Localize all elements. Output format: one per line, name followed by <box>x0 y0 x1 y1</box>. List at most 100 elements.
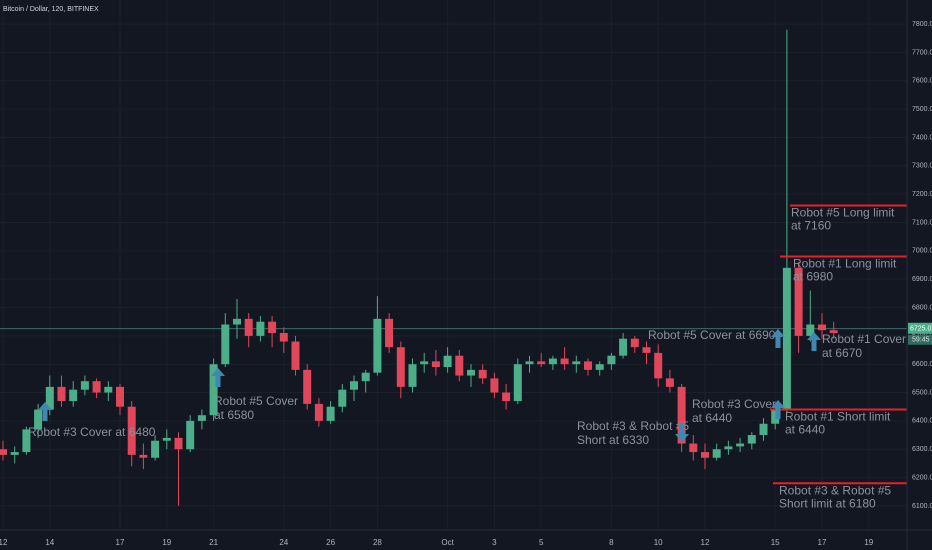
candle-body <box>408 364 417 387</box>
candle-body <box>467 369 475 376</box>
x-tick-label: 14 <box>45 538 54 547</box>
y-tick-label: 6400.0 <box>912 418 932 425</box>
x-tick-label: 24 <box>279 538 288 547</box>
x-tick-label: 17 <box>116 538 125 547</box>
candle-body <box>268 321 277 334</box>
y-tick-label: 6600.0 <box>912 361 932 368</box>
candle-body <box>396 347 405 387</box>
level-label: Robot #1 Short limit <box>785 410 891 424</box>
candle-body <box>689 443 698 453</box>
countdown-tag <box>908 334 932 345</box>
candle-body <box>525 361 534 365</box>
chart-title: Bitcoin / Dollar, 120, BITFINEX <box>3 6 99 13</box>
candle-body <box>291 341 300 370</box>
annotation-label: at 6670 <box>822 346 862 360</box>
candle-body <box>256 321 265 336</box>
x-tick-label: 26 <box>326 538 335 547</box>
candle-body <box>80 381 89 390</box>
candle-body <box>560 358 569 365</box>
candle-body <box>818 324 826 331</box>
level-label: at 6440 <box>785 423 825 437</box>
candle-body <box>57 386 66 402</box>
annotation-arrow <box>211 368 225 387</box>
candle-body <box>116 386 124 407</box>
annotation-arrow <box>807 332 821 351</box>
candle-body <box>174 437 183 450</box>
y-tick-label: 7100.0 <box>912 219 932 226</box>
candle-body <box>607 355 616 365</box>
candle-body <box>22 429 31 453</box>
annotation-label: Short at 6330 <box>577 433 649 447</box>
level-label: Robot #1 Long limit <box>793 257 897 271</box>
candle-body <box>677 386 686 444</box>
candle-body <box>373 318 382 373</box>
candle-body <box>502 392 511 402</box>
level-label: at 7160 <box>791 219 831 233</box>
x-tick-label: 21 <box>209 538 218 547</box>
x-tick-label: 15 <box>771 538 780 547</box>
candle-body <box>630 338 639 348</box>
candle-body <box>92 381 101 393</box>
level-label: Robot #5 Long limit <box>791 206 895 220</box>
annotation-label: Robot #3 Cover at 6480 <box>28 425 156 439</box>
axes: 6100.06200.06300.06400.06500.06600.06700… <box>0 21 932 547</box>
candle-body <box>619 338 628 356</box>
x-tick-label: 8 <box>609 538 614 547</box>
y-tick-label: 7500.0 <box>912 106 932 113</box>
x-tick-label: 17 <box>818 538 827 547</box>
candle-body <box>759 423 768 436</box>
annotation-label: at 6580 <box>214 408 254 422</box>
candle-body <box>186 420 195 450</box>
candle-body <box>350 381 358 390</box>
annotation-label: Robot #3 & Robot #5 <box>577 419 689 433</box>
candle-body <box>127 406 136 455</box>
candle-body <box>572 361 581 365</box>
candle-body <box>736 443 745 447</box>
candle-body <box>642 347 651 353</box>
x-tick-label: 10 <box>654 538 663 547</box>
y-tick-label: 7300.0 <box>912 163 932 170</box>
annotation-label: Robot #5 Cover at 6690 <box>648 328 776 342</box>
candle-body <box>595 364 604 370</box>
annotation-arrow <box>771 329 785 348</box>
candle-body <box>314 403 323 421</box>
x-tick-label: 3 <box>492 538 497 547</box>
candle-body <box>303 369 312 404</box>
candle-body <box>794 267 803 336</box>
candle-body <box>233 318 241 325</box>
candle-body <box>747 435 756 444</box>
candle-body <box>513 364 522 402</box>
level-label: at 6980 <box>793 270 833 284</box>
candle-body <box>139 454 148 458</box>
annotation-label: at 6440 <box>692 411 732 425</box>
candle-body <box>221 324 230 365</box>
annotation-arrow <box>771 400 785 419</box>
y-tick-label: 6200.0 <box>912 474 932 481</box>
plot-area <box>0 29 907 506</box>
y-tick-label: 7700.0 <box>912 49 932 56</box>
candle-body <box>431 361 440 368</box>
candle-body <box>724 446 733 450</box>
annotation-arrow <box>38 402 52 421</box>
x-tick-label: 12 <box>0 538 8 547</box>
candle-body <box>443 355 452 368</box>
x-tick-label: 28 <box>373 538 382 547</box>
candle-body <box>455 355 464 376</box>
y-tick-label: 6500.0 <box>912 389 932 396</box>
candle-body <box>104 386 113 393</box>
candle-body <box>279 333 288 342</box>
y-tick-label: 7600.0 <box>912 78 932 85</box>
candle-body <box>548 358 557 365</box>
x-tick-label: 19 <box>864 538 873 547</box>
candle-body <box>244 318 253 336</box>
y-tick-label: 7400.0 <box>912 134 932 141</box>
candle-body <box>665 378 674 387</box>
candle-body <box>490 378 499 393</box>
x-tick-label: 12 <box>701 538 710 547</box>
annotation-label: Robot #5 Cover <box>214 394 298 408</box>
candle-body <box>385 318 394 348</box>
candle-body <box>69 389 78 402</box>
candle-body <box>420 361 429 365</box>
y-tick-label: 6800.0 <box>912 304 932 311</box>
